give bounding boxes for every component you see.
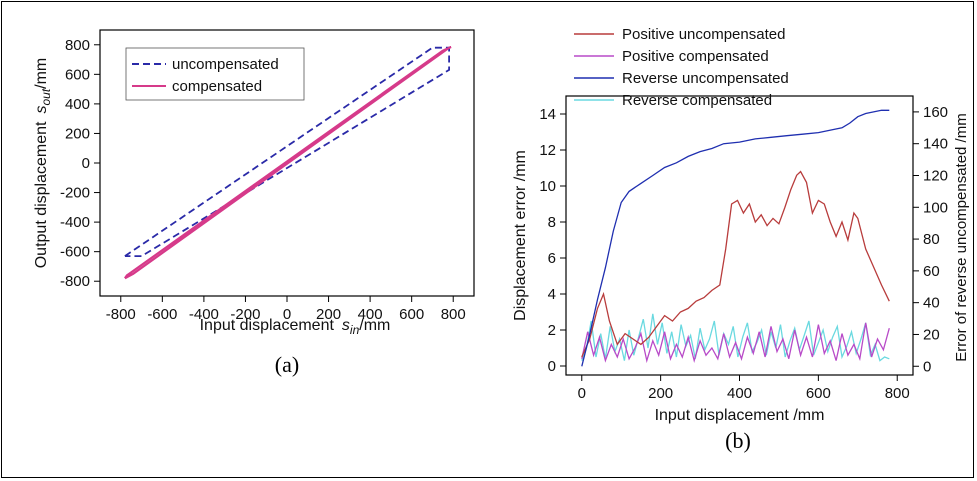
x-tick-label-a: 0 [283, 306, 291, 323]
x-axis-label-text-a: Input displacement [200, 317, 335, 334]
y-axis-label-a: Output displacement sout/mm [33, 58, 53, 269]
y-tick-label-b: 4 [548, 286, 556, 303]
x-tick-label-a: 200 [316, 306, 341, 323]
y-tick-label-a: -200 [60, 185, 90, 202]
y2-tick-label-b: 0 [923, 358, 931, 375]
panel-a: -800 -600 -400 -200 0 200 400 600 800 -800 -600 -40… [33, 29, 475, 377]
x-axis-var-a: s [342, 317, 350, 334]
y-tick-label-b: 2 [548, 322, 556, 339]
y-tick-label-a: -400 [60, 214, 90, 231]
y-axis-unit-a: /mm [33, 58, 50, 89]
x-tick-label-b: 600 [806, 385, 831, 402]
y2-tick-label-b: 140 [923, 136, 948, 153]
plot-area-b [565, 95, 914, 376]
x-tick-label-a: 400 [358, 306, 383, 323]
y2-tick-label-b: 20 [923, 326, 940, 343]
y-tick-label-a: 600 [65, 66, 90, 83]
series-line-uncompensated [124, 46, 450, 257]
legend-label-b: Reverse compensated [622, 92, 772, 109]
x-tick-label-a: 800 [441, 306, 466, 323]
y-tick-label-a: 800 [65, 37, 90, 54]
y-tick-label-a: 400 [65, 96, 90, 113]
legend-box-a [125, 47, 305, 101]
series-line-positive-compensated [581, 322, 890, 364]
y-tick-label-a: 0 [82, 155, 90, 172]
y2-tick-label-b: 100 [923, 199, 948, 216]
panel-label-a: (a) [275, 352, 299, 377]
y-tick-label-a: -600 [60, 244, 90, 261]
y2-axis-label-b: Error of reverse uncompensated /mm [953, 113, 970, 361]
y-axis-label-text-a: Output displacement [33, 121, 50, 268]
y2-tick-label-b: 80 [923, 231, 940, 248]
series-line-reverse-uncompensated [581, 109, 890, 367]
x-tick-label-a: -600 [147, 306, 177, 323]
y2-tick-label-b: 60 [923, 263, 940, 280]
legend-label-b: Reverse uncompensated [622, 70, 789, 87]
y-tick-label-a: -800 [60, 273, 90, 290]
x-tick-label-b: 800 [885, 385, 910, 402]
x-tick-label-a: -800 [106, 306, 136, 323]
x-tick-label-b: 400 [727, 385, 752, 402]
y-tick-label-b: 10 [539, 178, 556, 195]
legend-label-b: Positive compensated [622, 48, 769, 65]
series-line-positive-uncompensated [581, 170, 890, 358]
y-tick-label-b: 6 [548, 250, 556, 267]
y2-tick-label-b: 120 [923, 167, 948, 184]
legend-label-a: uncompensated [172, 56, 279, 73]
x-tick-label-a: -400 [189, 306, 219, 323]
series-line-compensated [123, 45, 452, 280]
x-tick-label-b: 0 [578, 385, 586, 402]
panel-b: 0 200 400 600 800024681012140204060801001201… [512, 26, 970, 453]
y-tick-label-b: 0 [548, 358, 556, 375]
y-axis-var-a: s [33, 106, 50, 114]
y-axis-sub-a: out [39, 88, 53, 105]
x-axis-label-a: Input displacement sin/mm [200, 317, 391, 337]
x-tick-label-a: -200 [230, 306, 260, 323]
y-tick-label-b: 12 [539, 142, 556, 159]
y-tick-label-b: 14 [539, 106, 556, 123]
legend-label-b: Positive uncompensated [622, 26, 785, 43]
y2-tick-label-b: 160 [923, 104, 948, 121]
y2-tick-label-b: 40 [923, 295, 940, 312]
y-axis-label-b: Displacement error /mm [512, 150, 529, 321]
x-axis-unit-a: /mm [359, 317, 390, 334]
panel-label-b: (b) [725, 428, 751, 453]
x-axis-label-b: Input displacement /mm [655, 407, 825, 424]
x-tick-label-b: 200 [648, 385, 673, 402]
x-tick-label-a: 600 [399, 306, 424, 323]
legend-label-a: compensated [172, 78, 262, 95]
y-tick-label-a: 200 [65, 125, 90, 142]
x-axis-sub-a: in [350, 323, 360, 337]
y-tick-label-b: 8 [548, 214, 556, 231]
